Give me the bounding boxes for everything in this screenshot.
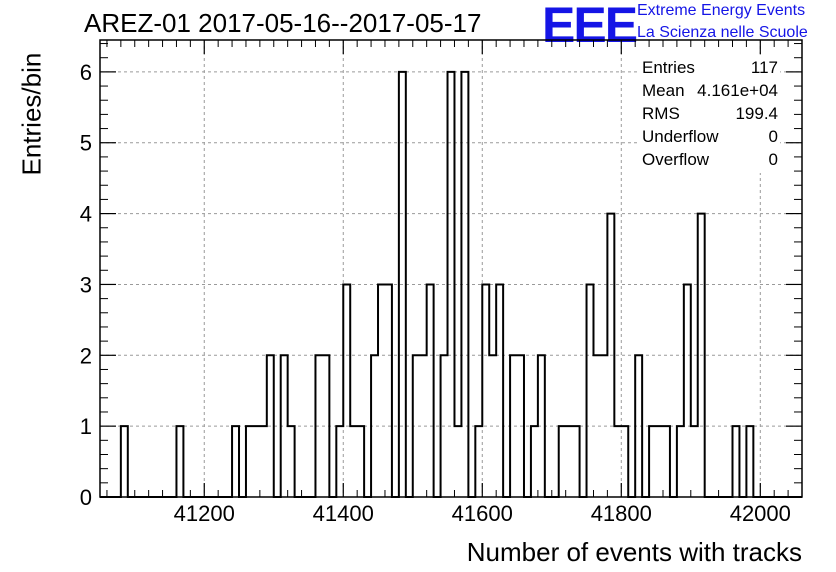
x-axis-label: Number of events with tracks bbox=[466, 537, 802, 567]
y-tick-label: 3 bbox=[80, 272, 92, 297]
plot-frame bbox=[99, 39, 803, 498]
logo-line-2: La Scienza nelle Scuole bbox=[637, 24, 808, 41]
axis-tick-labels: 41200 41400 41600 41800 42000 0 1 2 3 4 5 6 bbox=[80, 60, 791, 526]
stat-entries-value: 117 bbox=[750, 58, 778, 77]
histogram-title: AREZ-01 2017-05-16--2017-05-17 bbox=[84, 8, 482, 38]
stat-overflow: Overflow 0 bbox=[640, 150, 780, 173]
y-tick-label: 5 bbox=[80, 131, 92, 156]
y-tick-label: 4 bbox=[80, 202, 92, 227]
x-tick-label: 41800 bbox=[591, 501, 652, 526]
stat-underflow: Underflow 0 bbox=[640, 127, 780, 150]
stat-underflow-label: Underflow bbox=[642, 127, 719, 146]
x-tick-label: 41200 bbox=[174, 501, 235, 526]
x-tick-label: 41400 bbox=[313, 501, 374, 526]
y-tick-label: 0 bbox=[80, 485, 92, 510]
stat-overflow-value: 0 bbox=[768, 150, 778, 169]
stat-rms-value: 199.4 bbox=[735, 104, 778, 123]
stat-entries-label: Entries bbox=[642, 58, 695, 77]
stat-mean: Mean 4.161e+04 bbox=[640, 81, 780, 104]
x-tick-label: 41600 bbox=[452, 501, 513, 526]
stat-mean-value: 4.161e+04 bbox=[697, 81, 778, 100]
stat-underflow-value: 0 bbox=[768, 127, 778, 146]
stat-rms-label: RMS bbox=[642, 104, 680, 123]
stats-box: Entries 117 Mean 4.161e+04 RMS 199.4 Und… bbox=[640, 58, 780, 173]
stat-rms: RMS 199.4 bbox=[640, 104, 780, 127]
eee-logo: EEE bbox=[542, 0, 638, 53]
x-tick-label: 42000 bbox=[730, 501, 791, 526]
y-tick-label: 6 bbox=[80, 60, 92, 85]
axis-ticks bbox=[100, 40, 803, 498]
y-tick-label: 2 bbox=[80, 343, 92, 368]
stat-overflow-label: Overflow bbox=[642, 150, 710, 169]
stat-mean-label: Mean bbox=[642, 81, 685, 100]
y-tick-label: 1 bbox=[80, 414, 92, 439]
y-axis-label: Entries/bin bbox=[16, 52, 47, 176]
stat-entries: Entries 117 bbox=[640, 58, 780, 81]
logo-line-1: Extreme Energy Events bbox=[637, 2, 806, 19]
